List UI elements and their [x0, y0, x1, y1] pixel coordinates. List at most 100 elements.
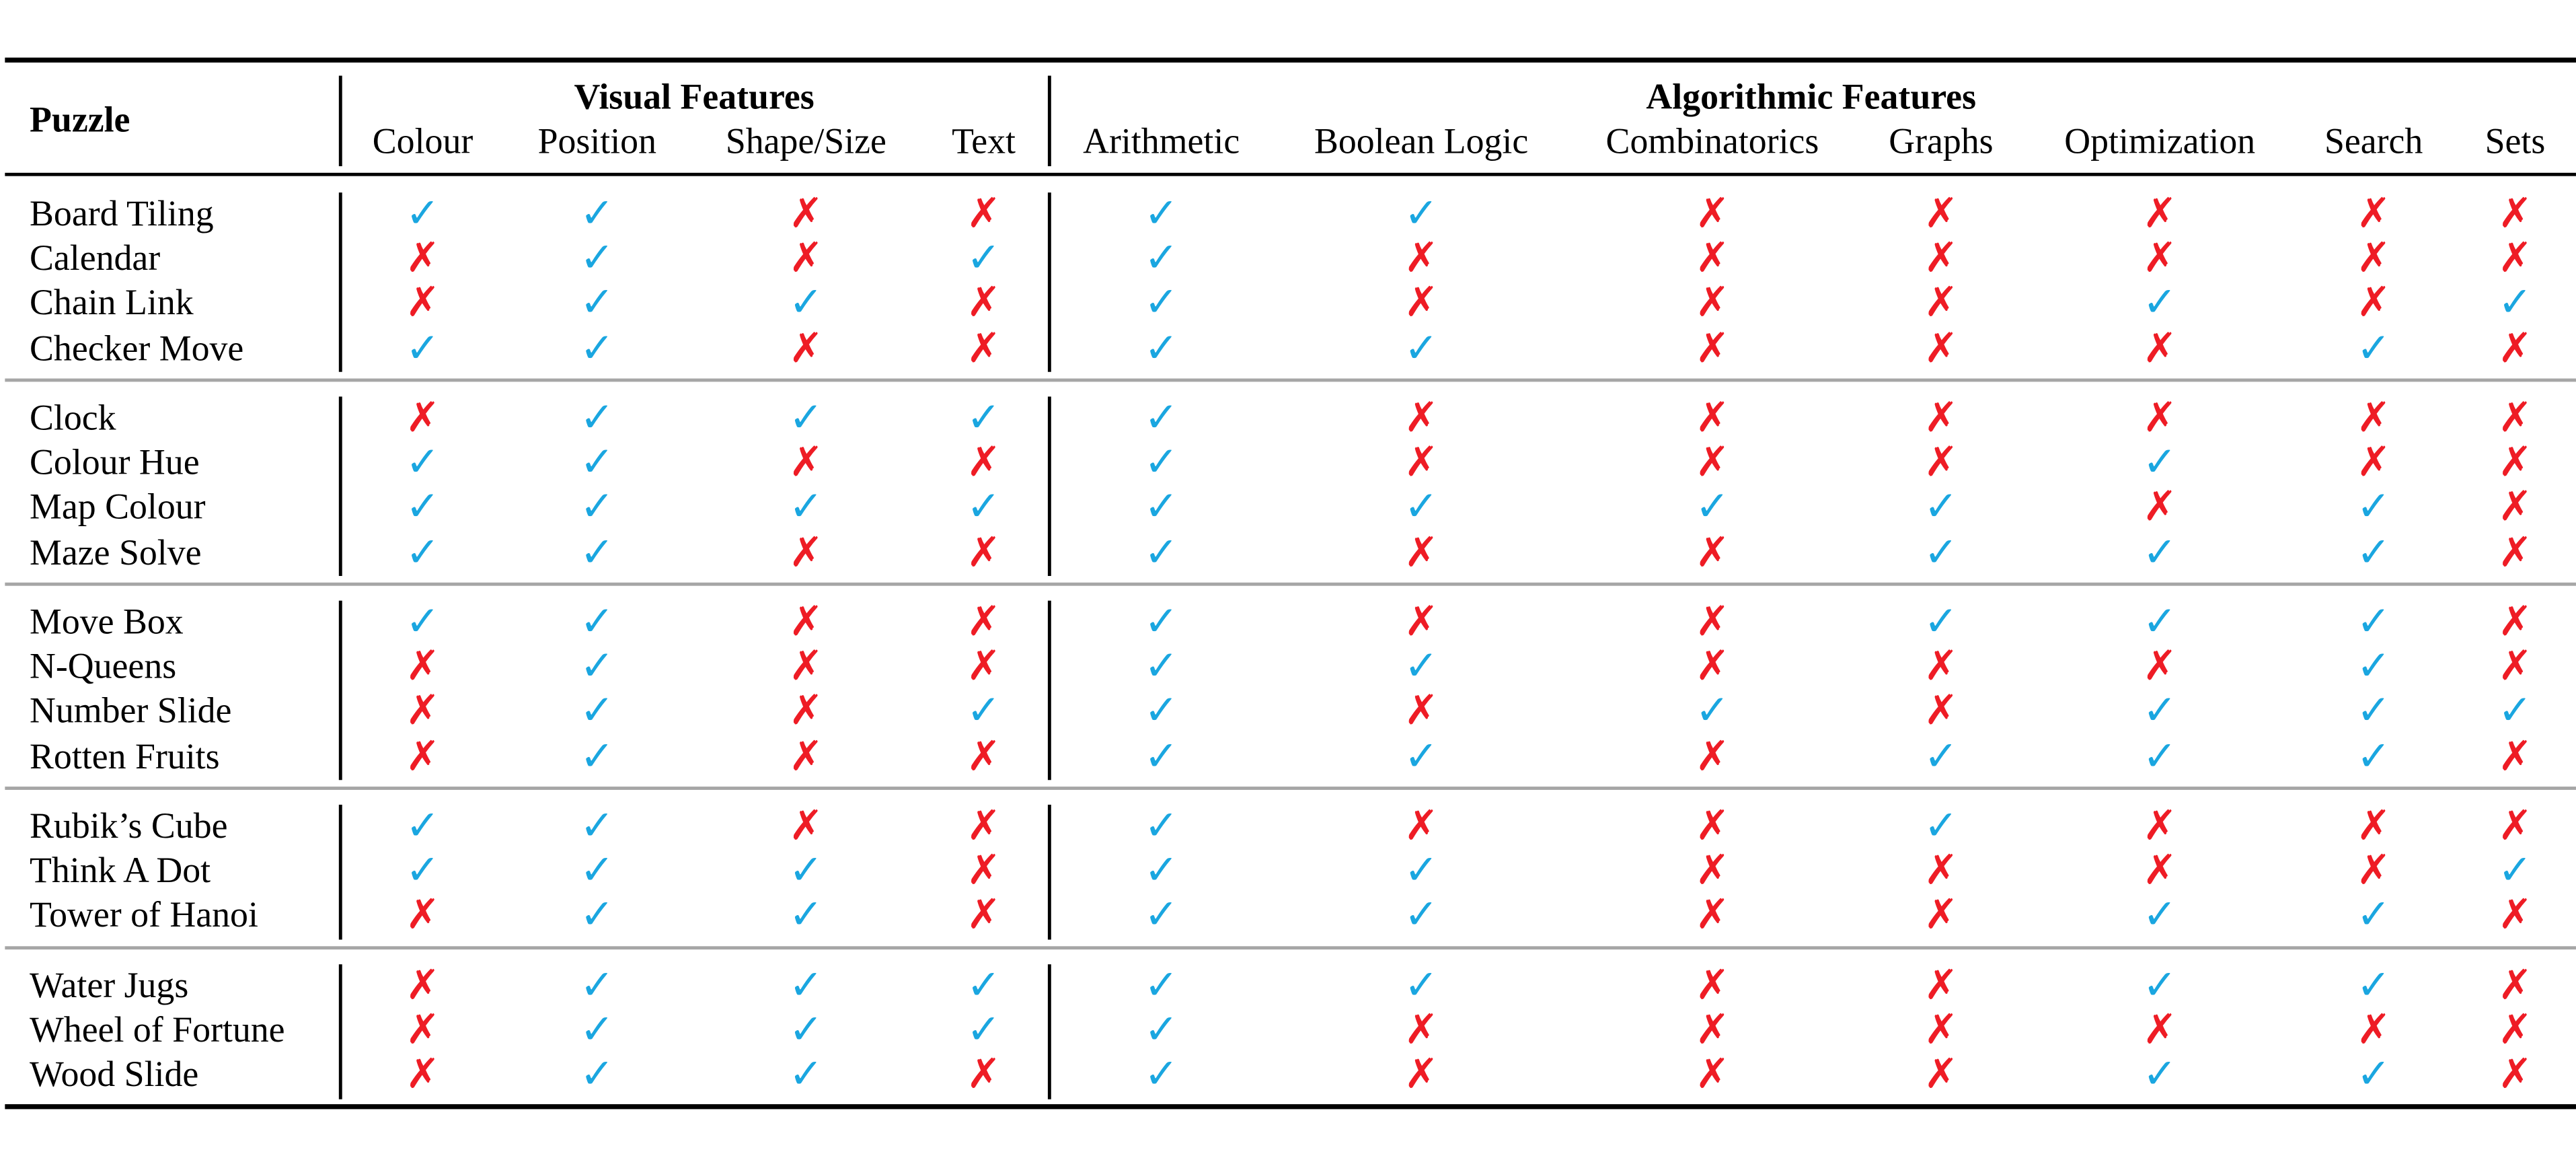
check-icon: ✓	[580, 279, 615, 327]
check-icon: ✓	[2497, 279, 2533, 327]
cross-icon: ✗	[1404, 438, 1439, 486]
check-icon: ✓	[580, 189, 615, 238]
check-icon: ✓	[1924, 801, 1959, 849]
check-icon: ✓	[405, 801, 441, 849]
cross-icon: ✗	[2356, 393, 2391, 441]
cross-icon: ✗	[1695, 189, 1730, 238]
section-divider-right	[1047, 396, 1051, 576]
puzzle-column-header: Puzzle	[30, 98, 130, 140]
cross-icon: ✗	[2497, 801, 2533, 849]
section-separator	[5, 787, 2576, 789]
check-icon: ✓	[1144, 686, 1179, 735]
check-icon: ✓	[2356, 731, 2391, 780]
check-icon: ✓	[1144, 801, 1179, 849]
check-icon: ✓	[1404, 323, 1439, 371]
cross-icon: ✗	[1924, 642, 1959, 690]
check-icon: ✓	[1404, 482, 1439, 531]
check-icon: ✓	[580, 528, 615, 576]
section-divider-left	[338, 964, 342, 1099]
cross-icon: ✗	[2142, 846, 2177, 894]
check-icon: ✓	[1404, 961, 1439, 1009]
cross-icon: ✗	[2497, 891, 2533, 939]
cross-icon: ✗	[966, 189, 1001, 238]
cross-icon: ✗	[1404, 393, 1439, 441]
check-icon: ✓	[580, 1005, 615, 1054]
puzzle-name: Rotten Fruits	[30, 735, 220, 776]
cross-icon: ✗	[1924, 438, 1959, 486]
check-icon: ✓	[1144, 846, 1179, 894]
check-icon: ✓	[788, 279, 824, 327]
check-icon: ✓	[405, 189, 441, 238]
cross-icon: ✗	[2497, 528, 2533, 576]
column-header-combinatorics: Combinatorics	[1605, 120, 1819, 161]
section-divider-right	[1047, 804, 1051, 939]
check-icon: ✓	[580, 642, 615, 690]
column-header-sets: Sets	[2485, 120, 2546, 161]
cross-icon: ✗	[1924, 846, 1959, 894]
check-icon: ✓	[1404, 189, 1439, 238]
section-divider-left	[338, 192, 342, 372]
cross-icon: ✗	[1924, 189, 1959, 238]
puzzle-name: Colour Hue	[30, 441, 200, 483]
check-icon: ✓	[966, 393, 1001, 441]
check-icon: ✓	[1144, 731, 1179, 780]
cross-icon: ✗	[1695, 731, 1730, 780]
check-icon: ✓	[2356, 597, 2391, 645]
cross-icon: ✗	[2497, 597, 2533, 645]
cross-icon: ✗	[2356, 846, 2391, 894]
cross-icon: ✗	[405, 279, 441, 327]
cross-icon: ✗	[405, 961, 441, 1009]
check-icon: ✓	[580, 482, 615, 531]
check-icon: ✓	[1924, 597, 1959, 645]
column-header-optimization: Optimization	[2064, 120, 2256, 161]
header-rule	[5, 172, 2576, 176]
cross-icon: ✗	[788, 642, 824, 690]
check-icon: ✓	[580, 438, 615, 486]
check-icon: ✓	[580, 731, 615, 780]
visual-features-group-header: Visual Features	[574, 75, 815, 117]
cross-icon: ✗	[2497, 233, 2533, 282]
cross-icon: ✗	[788, 686, 824, 735]
cross-icon: ✗	[788, 438, 824, 486]
cross-icon: ✗	[1924, 233, 1959, 282]
check-icon: ✓	[1144, 438, 1179, 486]
cross-icon: ✗	[405, 642, 441, 690]
puzzle-name: Move Box	[30, 600, 184, 642]
cross-icon: ✗	[2142, 801, 2177, 849]
cross-icon: ✗	[1924, 393, 1959, 441]
cross-icon: ✗	[1924, 323, 1959, 371]
check-icon: ✓	[2356, 482, 2391, 531]
puzzle-name: Wood Slide	[30, 1054, 199, 1095]
cross-icon: ✗	[788, 528, 824, 576]
check-icon: ✓	[1144, 393, 1179, 441]
cross-icon: ✗	[2497, 323, 2533, 371]
check-icon: ✓	[2497, 846, 2533, 894]
section-separator	[5, 582, 2576, 585]
check-icon: ✓	[405, 528, 441, 576]
check-icon: ✓	[1144, 1005, 1179, 1054]
cross-icon: ✗	[2356, 801, 2391, 849]
cross-icon: ✗	[405, 233, 441, 282]
check-icon: ✓	[2356, 528, 2391, 576]
check-icon: ✓	[405, 597, 441, 645]
puzzle-name: Checker Move	[30, 326, 244, 368]
cross-icon: ✗	[966, 279, 1001, 327]
cross-icon: ✗	[2497, 731, 2533, 780]
cross-icon: ✗	[405, 891, 441, 939]
check-icon: ✓	[1144, 189, 1179, 238]
cross-icon: ✗	[966, 642, 1001, 690]
cross-icon: ✗	[966, 891, 1001, 939]
cross-icon: ✗	[1695, 1050, 1730, 1099]
cross-icon: ✗	[2142, 642, 2177, 690]
check-icon: ✓	[966, 686, 1001, 735]
check-icon: ✓	[1924, 482, 1959, 531]
cross-icon: ✗	[788, 731, 824, 780]
cross-icon: ✗	[788, 597, 824, 645]
cross-icon: ✗	[1404, 279, 1439, 327]
cross-icon: ✗	[788, 323, 824, 371]
check-icon: ✓	[580, 323, 615, 371]
section-divider-left	[338, 804, 342, 939]
puzzle-name: Map Colour	[30, 486, 206, 528]
cross-icon: ✗	[2497, 189, 2533, 238]
cross-icon: ✗	[1404, 597, 1439, 645]
